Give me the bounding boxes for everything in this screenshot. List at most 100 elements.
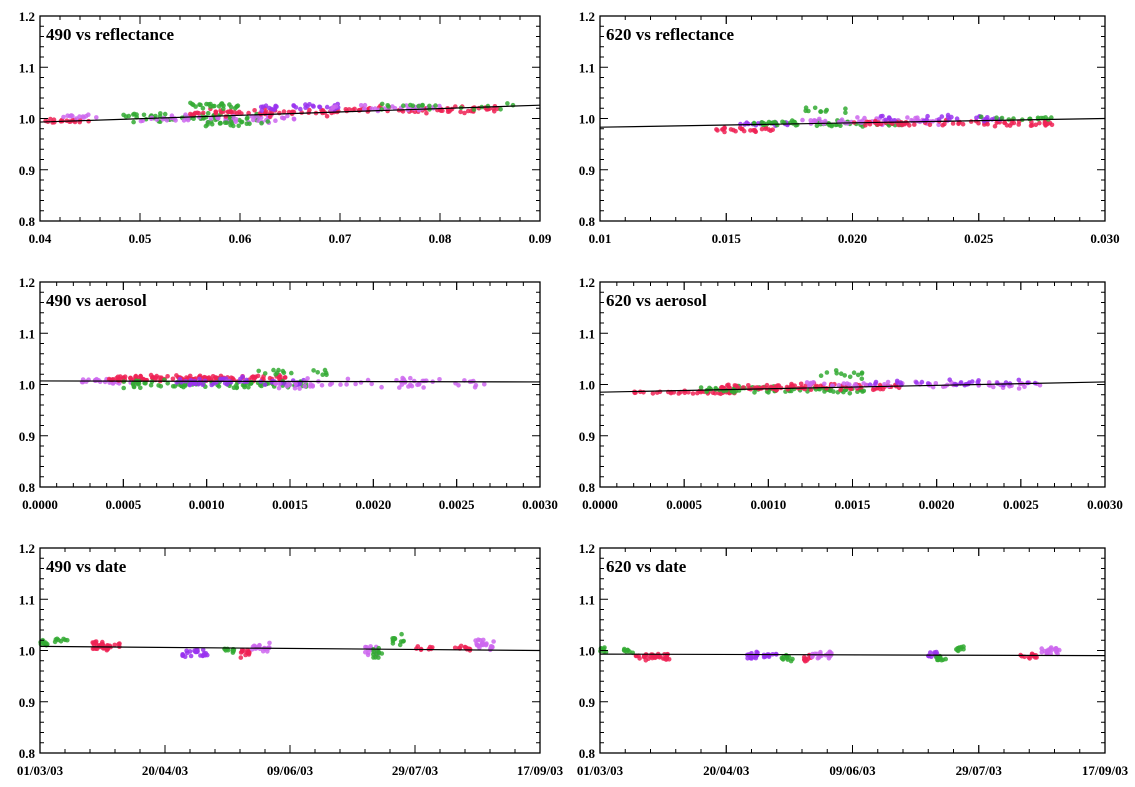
- y-tick-label: 1.0: [579, 112, 595, 127]
- data-point: [329, 381, 335, 386]
- x-tick-label: 29/07/03: [392, 763, 439, 778]
- data-point: [392, 636, 398, 641]
- data-point: [131, 119, 136, 125]
- data-point: [121, 385, 126, 391]
- data-point: [416, 103, 421, 109]
- data-point: [131, 384, 137, 389]
- data-point: [676, 391, 681, 396]
- data-point: [851, 370, 857, 376]
- data-point: [236, 123, 241, 129]
- x-tick-label: 17/09/03: [517, 763, 564, 778]
- data-point: [873, 379, 879, 385]
- data-point: [289, 370, 294, 376]
- data-point: [368, 644, 373, 649]
- fit-line: [39, 104, 541, 123]
- data-point: [925, 113, 930, 119]
- data-point: [1045, 647, 1051, 653]
- data-point: [218, 120, 223, 126]
- data-point: [86, 118, 91, 124]
- data-point: [1031, 653, 1036, 659]
- data-point: [739, 126, 744, 132]
- data-point: [277, 110, 282, 116]
- data-point: [847, 374, 853, 380]
- y-tick-label: 0.8: [579, 480, 596, 495]
- data-point: [67, 113, 73, 119]
- data-point: [420, 103, 425, 108]
- data-point: [798, 381, 804, 387]
- data-point: [1016, 122, 1021, 127]
- data-point: [174, 373, 179, 378]
- data-point: [1027, 116, 1032, 122]
- data-point: [498, 107, 503, 112]
- data-point: [356, 108, 362, 113]
- y-tick-label: 1.1: [579, 592, 595, 607]
- data-point: [194, 647, 199, 653]
- panel-title: 490 vs date: [46, 557, 127, 576]
- data-point: [950, 121, 956, 126]
- data-point: [188, 653, 194, 659]
- data-point: [267, 105, 272, 111]
- data-point: [352, 106, 357, 112]
- data-point: [371, 655, 376, 660]
- data-point: [185, 650, 190, 656]
- point-cluster: [621, 646, 635, 656]
- y-tick-label: 0.9: [579, 163, 596, 178]
- data-point: [121, 112, 126, 118]
- x-tick-label: 0.015: [712, 231, 742, 246]
- data-point: [198, 102, 203, 108]
- data-point: [427, 103, 432, 109]
- data-point: [225, 109, 231, 115]
- data-point: [311, 368, 316, 373]
- data-point: [479, 641, 485, 647]
- data-point: [376, 649, 382, 655]
- x-tick-label: 0.0020: [919, 497, 955, 512]
- data-point: [181, 118, 187, 123]
- point-cluster: [256, 367, 329, 378]
- x-tick-label: 29/07/03: [956, 763, 1003, 778]
- data-point: [914, 380, 919, 385]
- data-point: [216, 384, 222, 389]
- data-point: [401, 103, 406, 108]
- data-point: [291, 103, 296, 108]
- x-tick-label: 0.0025: [1003, 497, 1039, 512]
- fit-line: [599, 117, 1106, 128]
- x-tick-label: 0.09: [529, 231, 552, 246]
- data-point: [221, 376, 226, 382]
- data-point: [954, 647, 959, 652]
- data-point: [752, 127, 758, 133]
- data-point: [625, 647, 631, 653]
- y-tick-label: 1.2: [579, 541, 595, 556]
- data-point: [276, 375, 282, 380]
- data-point: [458, 643, 464, 649]
- data-point: [456, 383, 461, 388]
- data-point: [244, 116, 250, 122]
- data-point: [170, 376, 176, 382]
- data-point: [800, 117, 805, 123]
- data-point: [165, 374, 170, 379]
- data-point: [471, 107, 477, 112]
- data-point: [279, 115, 285, 120]
- x-tick-label: 09/06/03: [267, 763, 314, 778]
- data-point: [219, 101, 225, 106]
- data-point: [227, 102, 232, 107]
- y-tick-label: 0.9: [19, 429, 36, 444]
- point-cluster: [180, 647, 210, 659]
- x-tick-label: 17/09/03: [1082, 763, 1129, 778]
- data-point: [927, 122, 933, 128]
- data-point: [746, 383, 751, 388]
- data-point: [819, 653, 824, 658]
- data-point: [365, 652, 371, 658]
- panel-5: 0.8 0.9 1.0 1.1 1.2 01/03/03 20/04/03 09/06/03 2…: [17, 541, 564, 778]
- data-point: [273, 103, 279, 109]
- data-point: [488, 644, 494, 649]
- x-tick-label: 0.08: [429, 231, 452, 246]
- y-tick-label: 1.0: [579, 378, 595, 393]
- data-point: [945, 112, 951, 118]
- x-tick-label: 0.0015: [272, 497, 308, 512]
- data-point: [272, 107, 278, 112]
- data-point: [271, 367, 276, 373]
- data-point: [462, 110, 467, 116]
- point-cluster: [779, 652, 795, 664]
- data-point: [90, 646, 96, 652]
- data-point: [238, 655, 244, 660]
